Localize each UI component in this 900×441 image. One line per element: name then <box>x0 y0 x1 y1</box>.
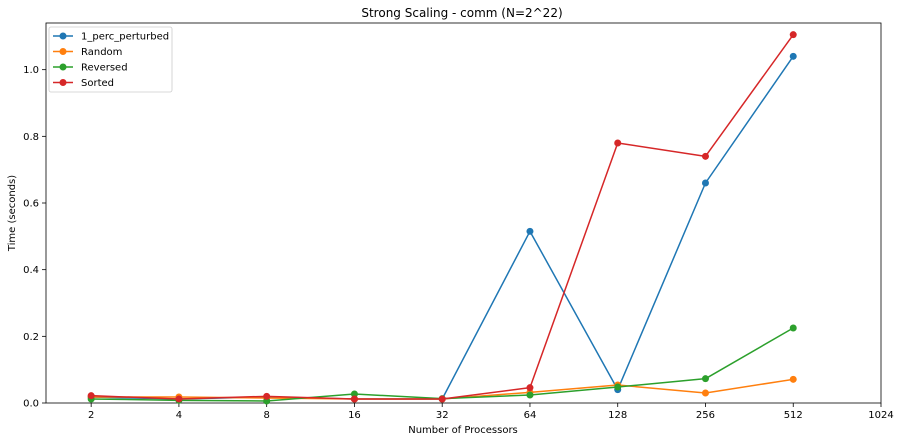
legend-item-random: Random <box>53 47 122 58</box>
series-line-sorted <box>91 34 794 400</box>
point-reversed-256 <box>701 375 709 383</box>
point-random-512 <box>789 375 797 383</box>
point-reversed-16 <box>350 390 358 398</box>
series-layer <box>87 31 797 405</box>
point-reversed-64 <box>526 391 534 399</box>
x-axis: 2 4 8 16 32 64 128 256 512 1024 <box>88 403 894 421</box>
point-1-perc-perturbed-256 <box>701 179 709 187</box>
x-tick-label-1024: 1024 <box>868 410 893 421</box>
point-sorted-2 <box>87 392 95 400</box>
series-sorted <box>87 31 797 403</box>
point-sorted-8 <box>263 392 271 400</box>
x-tick-label-16: 16 <box>348 410 361 421</box>
point-reversed-512 <box>789 324 797 332</box>
y-tick-label-0.8: 0.8 <box>23 132 39 143</box>
x-tick-label-64: 64 <box>524 410 537 421</box>
x-tick-label-2: 2 <box>88 410 94 421</box>
point-reversed-128 <box>614 383 622 391</box>
plot-area <box>45 22 882 404</box>
point-1-perc-perturbed-64 <box>526 227 534 235</box>
x-axis-title: Number of Processors <box>408 425 518 436</box>
y-tick-label-0.6: 0.6 <box>23 199 39 210</box>
legend-marker-random <box>59 48 67 55</box>
point-sorted-64 <box>526 384 534 392</box>
legend-label-sorted: Sorted <box>81 78 114 89</box>
series-reversed <box>87 324 797 405</box>
series-line-1-perc-perturbed <box>91 55 794 400</box>
x-tick-label-8: 8 <box>263 410 269 421</box>
point-1-perc-perturbed-512 <box>789 52 797 60</box>
legend-box <box>48 26 173 93</box>
legend-marker-sorted <box>59 79 67 86</box>
point-sorted-4 <box>175 395 183 403</box>
chart-title: Strong Scaling - comm (N=2^22) <box>361 6 562 20</box>
y-tick-label-0.0: 0.0 <box>23 399 39 410</box>
series-1-perc-perturbed <box>87 52 797 403</box>
legend-label-reversed: Reversed <box>81 63 128 74</box>
x-tick-label-128: 128 <box>608 410 627 421</box>
x-tick-label-4: 4 <box>176 410 182 421</box>
legend-item-reversed: Reversed <box>53 63 128 74</box>
y-tick-label-0.2: 0.2 <box>23 332 39 343</box>
series-line-reversed <box>91 327 794 402</box>
y-tick-label-0.4: 0.4 <box>23 265 39 276</box>
legend-label-1-perc-perturbed: 1_perc_perturbed <box>81 32 169 43</box>
legend-item-1-perc-perturbed: 1_perc_perturbed <box>53 32 169 43</box>
point-sorted-32 <box>438 395 446 403</box>
legend-marker-1-perc-perturbed <box>59 32 67 40</box>
x-tick-label-256: 256 <box>696 410 715 421</box>
y-tick-label-1.0: 1.0 <box>23 65 39 76</box>
legend-item-sorted: Sorted <box>53 78 114 89</box>
point-sorted-16 <box>350 395 358 403</box>
y-axis: 0.0 0.2 0.4 0.6 0.8 1.0 <box>23 65 46 410</box>
legend: 1_perc_perturbed Random Reversed Sorted <box>48 26 173 93</box>
x-tick-label-512: 512 <box>784 410 803 421</box>
point-random-256 <box>701 389 709 397</box>
point-sorted-256 <box>701 152 709 160</box>
legend-marker-reversed <box>59 63 67 71</box>
y-axis-title: Time (seconds) <box>7 175 18 252</box>
legend-label-random: Random <box>81 47 122 58</box>
point-sorted-128 <box>614 139 622 147</box>
x-tick-label-32: 32 <box>436 410 449 421</box>
point-sorted-512 <box>789 31 797 39</box>
